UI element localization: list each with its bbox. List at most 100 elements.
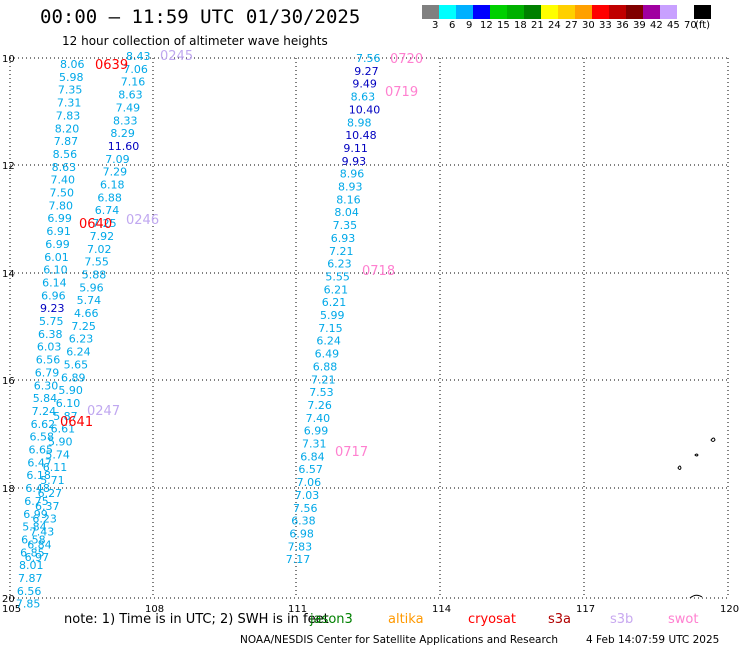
color-swatch [507,5,524,19]
color-swatch [473,5,490,19]
color-scale-label: 33 [599,20,612,31]
wave-height-value: 8.63 [118,89,143,102]
pass-time-label: 0639 [95,58,128,73]
wave-height-value: 8.63 [52,161,77,174]
wave-height-value: 6.97 [25,551,49,564]
color-scale-label: 45 [667,20,680,31]
wave-height-value: 6.38 [291,515,316,528]
wave-height-value: 9.93 [342,155,367,168]
wave-height-value: 6.96 [41,289,66,302]
wave-height-value: 6.62 [31,418,55,431]
wave-height-value: 6.88 [97,191,122,204]
wave-height-value: 6.01 [44,251,69,264]
wave-height-value: 6.18 [26,469,51,482]
color-swatch [558,5,575,19]
x-tick-label: 117 [576,604,595,615]
color-scale-label: 39 [633,20,646,31]
color-scale-label: 18 [514,20,527,31]
wave-height-value: 7.25 [71,320,96,333]
wave-height-value: 5.75 [39,315,64,328]
wave-height-value: 6.23 [69,333,94,346]
wave-height-value: 7.80 [49,199,74,212]
color-scale-label: 3 [432,20,439,31]
wave-height-value: 7.26 [307,399,332,412]
wave-height-value: 6.99 [47,212,72,225]
wave-height-value: 6.88 [313,360,338,373]
wave-height-value: 5.71 [40,474,64,487]
wave-height-value: 5.90 [58,384,83,397]
wave-height-value: 6.11 [43,461,68,474]
wave-height-value: 8.04 [334,206,359,219]
wave-height-value: 5.98 [59,71,84,84]
y-tick-label: 16 [2,376,15,387]
color-scale-label: 30 [582,20,595,31]
wave-height-value: 6.84 [300,450,325,463]
wave-height-value: 8.98 [347,116,372,129]
wave-height-value: 6.47 [27,456,52,469]
wave-height-value: 8.43 [126,50,151,63]
wave-height-value: 6.57 [298,463,323,476]
pass-time-label: 0641 [60,415,93,430]
credit-line: NOAA/NESDIS Center for Satellite Applica… [240,634,558,646]
wave-height-value: 7.17 [286,553,311,566]
wave-height-value: 7.03 [295,489,320,502]
wave-height-color-scale [422,5,711,19]
wave-height-value: 6.23 [32,513,57,526]
y-tick-label: 18 [2,484,15,495]
wave-height-value: 8.29 [110,127,134,140]
y-tick-label: 12 [2,161,15,172]
wave-height-value: 8.33 [113,114,138,127]
wave-height-value: 6.93 [331,232,356,245]
wave-height-value: 7.43 [30,526,55,539]
wave-height-value: 7.92 [90,230,115,243]
wave-height-value: 5.88 [82,268,107,281]
wave-height-value: 7.49 [116,101,141,114]
wave-height-value: 8.16 [336,193,361,206]
pass-time-label: 0245 [160,49,193,64]
wave-height-value: 6.48 [25,482,50,495]
wave-height-value: 6.24 [66,346,91,359]
color-scale-label: 15 [497,20,510,31]
wave-height-value: 6.85 [20,546,44,559]
wave-height-value: 6.84 [27,538,52,551]
wave-height-value: 6.89 [61,371,86,384]
color-swatch [422,5,439,19]
wave-height-value: 7.02 [87,243,112,256]
wave-height-value: 5.84 [22,521,47,534]
coastline-features [677,437,716,599]
x-tick-label: 105 [2,604,21,615]
color-scale-label: 12 [480,20,493,31]
color-scale-label: 21 [531,20,544,31]
satellite-legend-jason3: jason3 [310,612,353,627]
wave-height-value: 5.55 [325,270,350,283]
wave-height-value: 6.74 [95,204,120,217]
wave-height-value: 10.48 [345,129,377,142]
color-swatch [456,5,473,19]
wave-height-value: 9.11 [343,142,368,155]
wave-height-value: 9.27 [354,65,379,78]
wave-height-value: 5.74 [77,294,102,307]
color-swatch [439,5,456,19]
color-scale-label: 9 [466,20,473,31]
x-tick-label: 120 [720,604,739,615]
wave-height-value: 7.35 [333,219,358,232]
wave-height-value: 7.55 [84,256,109,269]
color-swatch [524,5,541,19]
generated-timestamp: 4 Feb 14:07:59 UTC 2025 [586,634,720,646]
wave-height-value: 5.65 [64,358,89,371]
footer-note: note: 1) Time is in UTC; 2) SWH is in fe… [64,612,329,627]
wave-height-value: 6.38 [38,328,63,341]
wave-height-value: 6.98 [289,528,314,541]
wave-height-value: 4.66 [74,307,99,320]
wave-height-value: 6.65 [29,444,54,457]
wave-height-value: 9.23 [40,302,65,315]
wave-height-value: 8.63 [351,91,376,104]
wave-height-value: 8.01 [19,559,44,572]
wave-height-value: 7.24 [32,405,56,418]
map-title: 00:00 – 11:59 UTC 01/30/2025 [40,6,361,28]
pass-time-label: 0720 [390,52,423,67]
color-swatch [660,5,677,19]
pass-time-label: 0247 [87,404,120,419]
